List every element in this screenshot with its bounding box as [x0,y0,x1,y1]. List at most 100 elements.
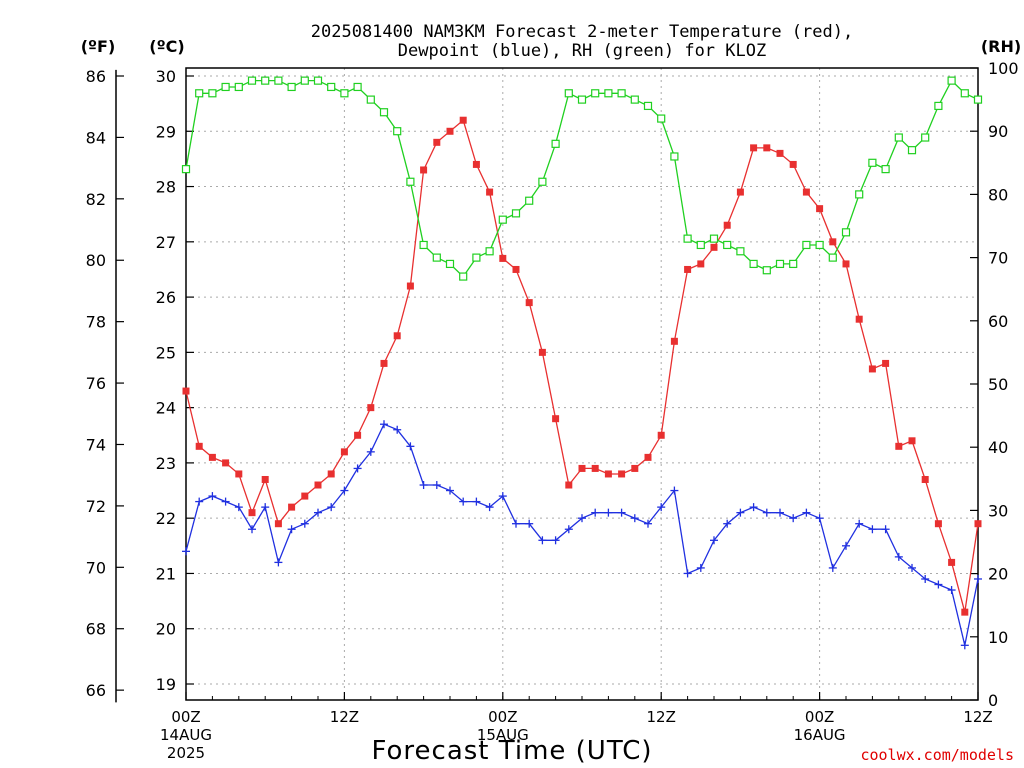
celsius-tick-label: 26 [156,288,176,307]
rh-point [723,240,732,250]
fahrenheit-tick-label: 76 [86,374,106,393]
dewpoint-point [828,563,837,572]
temperature-point [393,332,401,340]
grid-lines [186,68,978,700]
rh-series-line [185,79,979,278]
dewpoint-point [736,508,745,517]
dewpoint-point [974,574,982,583]
rh-point [538,177,547,186]
temperature-point [420,166,428,174]
dewpoint-point [459,497,468,506]
dewpoint-point [327,503,336,512]
temperature-point [182,387,190,395]
temperature-point [908,437,916,445]
temperature-point [499,254,507,262]
rh-point [353,82,362,92]
dewpoint-point [538,536,547,545]
fahrenheit-ticks: 66 68 70 72 74 76 78 80 82 84 86 [86,67,124,700]
dewpoint-point [380,420,388,429]
credit-link[interactable]: coolwx.com/models [860,746,1014,764]
dewpoint-point [512,519,520,528]
dewpoint-point [182,547,190,556]
temperature-point [710,243,718,251]
temperature-point [578,464,586,472]
rh-point [564,89,573,98]
temperature-point [340,448,348,456]
rh-point [683,234,692,243]
temperature-point [934,520,942,528]
dewpoint-point [340,486,349,495]
temperature-point [723,221,731,229]
rh-point [947,76,956,85]
rh-point [221,82,230,92]
temperature-point [274,520,282,528]
rh-point [234,82,243,92]
celsius-tick-label: 25 [156,343,176,362]
time-tick-label: 12Z [963,708,992,726]
temperature-point [670,337,678,345]
time-tick-label: 00Z [171,708,200,726]
rh-tick-label: 60 [988,312,1008,331]
temperature-point [195,442,203,450]
fahrenheit-tick-label: 84 [86,128,106,147]
rh-point [670,152,679,161]
rh-point [247,76,257,85]
dewpoint-point [248,525,256,534]
fahrenheit-tick-label: 68 [86,620,106,639]
rh-point [643,101,653,111]
dewpoint-point [657,503,666,512]
temperature-point [618,470,626,478]
temperature-point [525,299,533,307]
temperature-point [948,558,956,566]
temperature-point [367,404,375,412]
time-tick-label: 14AUG [160,726,212,744]
temperature-point [604,470,612,478]
temperature-point [459,116,467,124]
rh-point [313,76,323,85]
rh-point [841,228,851,237]
fahrenheit-tick-label: 70 [86,558,106,577]
dewpoint-point [789,514,798,523]
rh-tick-label: 0 [988,691,998,710]
rh-tick-label: 10 [988,628,1008,647]
temperature-point [446,127,454,135]
celsius-tick-label: 20 [156,620,176,639]
rh-point [432,253,441,262]
dewpoint-point [776,508,784,517]
dewpoint-point [710,536,718,545]
dewpoint-point [406,442,415,451]
dewpoint-point [670,486,679,495]
rh-point [868,158,877,167]
temperature-point [406,282,414,290]
dewpoint-point [287,525,296,534]
temperature-point [644,453,652,461]
time-tick-label: 00Z [805,708,834,726]
dewpoint-point [208,492,217,501]
rh-point [736,247,745,256]
rh-tick-label: 20 [988,565,1008,584]
temperature-point [855,315,863,323]
dewpoint-point [855,519,864,528]
temperature-point [657,431,665,439]
dewpoint-point [578,514,586,523]
rh-point [498,215,507,224]
dewpoint-point [366,447,375,456]
celsius-tick-label: 28 [156,178,176,197]
temperature-point [512,265,520,273]
temperature-point [565,481,573,489]
temperature-point [301,492,309,500]
temperature-point [591,464,599,472]
temperature-point [697,260,705,268]
rh-point [261,76,270,85]
dewpoint-point [221,497,230,506]
rh-point [366,95,375,104]
rh-axis-unit: (RH) [981,37,1021,56]
temperature-point [829,238,837,246]
rh-point [815,240,824,250]
temperature-point [538,348,546,356]
dewpoint-point [591,508,600,517]
celsius-tick-label: 22 [156,509,176,528]
dewpoint-point [300,519,309,528]
dewpoint-point [446,486,454,495]
rh-point [696,240,705,250]
